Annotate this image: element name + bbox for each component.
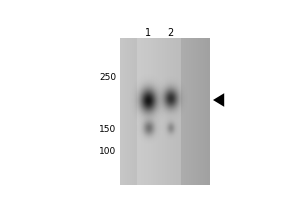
Text: 1: 1 <box>145 28 151 38</box>
Polygon shape <box>213 93 224 107</box>
Text: 2: 2 <box>167 28 173 38</box>
Text: 100: 100 <box>99 148 116 156</box>
Text: 150: 150 <box>99 126 116 134</box>
Text: 250: 250 <box>99 73 116 82</box>
